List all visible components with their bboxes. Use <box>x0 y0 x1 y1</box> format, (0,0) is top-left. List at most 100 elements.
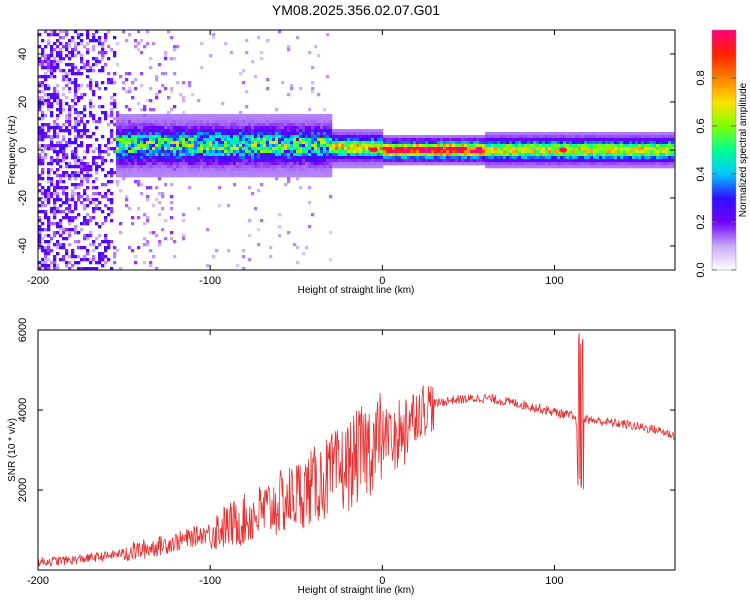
spectrogram-cell <box>110 174 114 178</box>
spectrogram-cell <box>641 132 645 136</box>
spectrogram-cell <box>248 150 252 154</box>
spectrogram-cell <box>122 120 126 124</box>
spectrogram-cell <box>77 144 81 148</box>
spectrogram-cell <box>584 150 588 154</box>
spectrogram-cell <box>317 171 321 175</box>
spectrogram-cell <box>602 165 606 169</box>
spectrogram-cell <box>287 135 291 139</box>
spectrogram-cell <box>218 171 222 175</box>
spectrogram-cell <box>398 144 402 148</box>
spectrogram-cell <box>167 156 171 160</box>
spectrogram-cell <box>446 138 450 142</box>
spectrogram-cell <box>173 165 177 169</box>
spectrogram-cell <box>50 210 54 214</box>
spectrogram-cell <box>167 168 171 172</box>
spectrogram-cell <box>59 150 63 154</box>
spectrogram-cell <box>311 141 315 145</box>
spectrogram-cell <box>356 144 360 148</box>
spectrogram-cell <box>278 162 282 166</box>
spectrogram-cell <box>143 156 147 160</box>
spectrogram-cell <box>86 33 90 37</box>
spectrogram-cell <box>404 156 408 160</box>
spectrogram-cell <box>566 153 570 157</box>
spectrogram-cell <box>56 39 60 43</box>
spectrogram-cell <box>56 192 60 196</box>
spectrogram-cell <box>287 141 291 145</box>
spectrogram-cell <box>344 165 348 169</box>
spectrogram-cell <box>143 126 147 130</box>
spectrogram-cell <box>329 171 333 175</box>
spectrogram-cell <box>434 150 438 154</box>
spectrogram-cell <box>422 138 426 142</box>
spectrogram-cell <box>248 174 252 178</box>
spectrogram-cell <box>179 123 183 127</box>
spectrogram-cell <box>305 126 309 130</box>
x-bot-tick: -100 <box>199 330 221 587</box>
spectrogram-cell <box>329 135 333 139</box>
spectrogram-cell <box>236 162 240 166</box>
spectrogram-cell <box>476 159 480 163</box>
spectrogram-cell <box>248 168 252 172</box>
spectrogram-cell <box>164 150 168 154</box>
spectrogram-cell <box>665 141 669 145</box>
spectrogram-cell <box>572 144 576 148</box>
spectrogram-cell <box>641 150 645 154</box>
spectrogram-cell <box>626 147 630 151</box>
spectrogram-cell <box>395 159 399 163</box>
spectrogram-cell <box>107 246 111 250</box>
spectrogram-cell <box>230 144 234 148</box>
spectrogram-cell <box>206 165 210 169</box>
spectrogram-cell <box>50 159 54 163</box>
spectrogram-cell <box>245 39 249 43</box>
spectrogram-cell <box>428 138 432 142</box>
spectrogram-cell <box>74 102 78 106</box>
spectrogram-cell <box>188 174 192 178</box>
spectrogram-cell <box>416 141 420 145</box>
spectrogram-cell <box>56 45 60 49</box>
spectrogram-cell <box>590 147 594 151</box>
spectrogram-cell <box>89 267 93 270</box>
spectrogram-cell <box>170 36 174 40</box>
spectrogram-cell <box>71 189 75 193</box>
spectrogram-cell <box>233 144 237 148</box>
spectrogram-cell <box>572 165 576 169</box>
spectrogram-cell <box>464 159 468 163</box>
spectrogram-cell <box>470 156 474 160</box>
spectrogram-cell <box>113 246 117 250</box>
spectrogram-cell <box>410 138 414 142</box>
spectrogram-cell <box>380 135 384 139</box>
spectrogram-cell <box>110 129 114 133</box>
spectrogram-cell <box>47 96 51 100</box>
spectrogram-cell <box>479 159 483 163</box>
spectrogram-cell <box>98 153 102 157</box>
spectrogram-cell <box>365 141 369 145</box>
spectrogram-cell <box>308 156 312 160</box>
spectrogram-cell <box>80 228 84 232</box>
spectrogram-cell <box>107 198 111 202</box>
spectrogram-cell <box>179 147 183 151</box>
spectrogram-cell <box>272 150 276 154</box>
spectrogram-cell <box>59 144 63 148</box>
spectrogram-cell <box>182 96 186 100</box>
spectrogram-cell <box>407 162 411 166</box>
spectrogram-cell <box>110 141 114 145</box>
spectrogram-cell <box>245 153 249 157</box>
spectrogram-cell <box>326 129 330 133</box>
spectrogram-cell <box>161 165 165 169</box>
spectrogram-cell <box>338 129 342 133</box>
spectrogram-cell <box>197 135 201 139</box>
spectrogram-cell <box>50 30 54 34</box>
spectrogram-cell <box>227 135 231 139</box>
spectrogram-cell <box>74 45 78 49</box>
spectrogram-cell <box>272 126 276 130</box>
spectrogram-cell <box>524 159 528 163</box>
spectrogram-cell <box>152 171 156 175</box>
spectrogram-cell <box>236 135 240 139</box>
spectrogram-cell <box>149 150 153 154</box>
spectrogram-cell <box>473 159 477 163</box>
spectrogram-cell <box>521 132 525 136</box>
spectrogram-cell <box>605 156 609 160</box>
spectrogram-cell <box>542 156 546 160</box>
spectrogram-cell <box>599 153 603 157</box>
spectrogram-cell <box>410 147 414 151</box>
